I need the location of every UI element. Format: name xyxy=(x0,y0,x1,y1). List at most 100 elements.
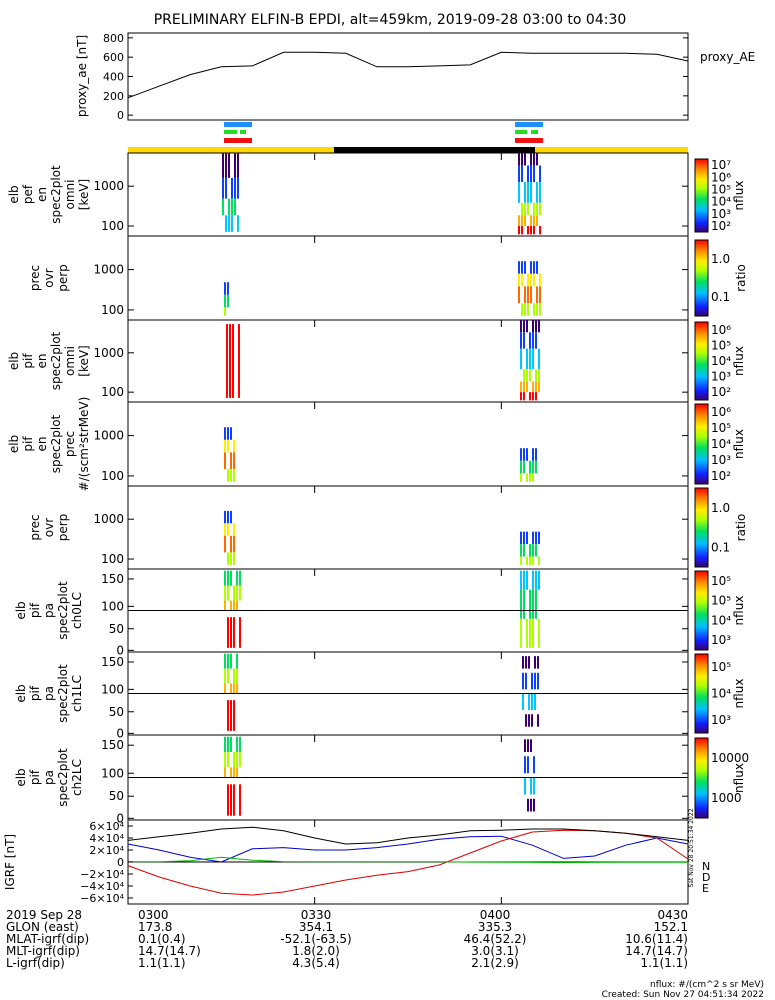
colorbar-tick: 10⁵ xyxy=(711,182,731,196)
panel-ylabel: omni xyxy=(63,346,77,376)
spectrogram-cell xyxy=(538,348,540,370)
spectrogram-cell xyxy=(539,182,541,203)
panel-ytick: 0 xyxy=(116,811,124,825)
colorbar-tick: 10⁴ xyxy=(711,613,731,627)
spectrogram-cell xyxy=(230,552,232,565)
spectrogram-cell xyxy=(520,460,522,474)
spectrogram-cell xyxy=(532,618,534,648)
spectrogram-cell xyxy=(230,570,232,586)
colorbar-tick: 1.0 xyxy=(711,501,730,515)
spectrogram-cell xyxy=(537,714,539,727)
spectrogram-cell xyxy=(537,672,539,690)
spectrogram-cell xyxy=(530,739,532,752)
colorbar-tick: 10⁵ xyxy=(711,421,731,435)
spectrogram-cell xyxy=(227,700,229,731)
side-timestamp: Sat Nov 28 20:51:34 2022 xyxy=(688,808,695,887)
panel-ylabel: pif xyxy=(28,685,42,701)
spectrogram-cell xyxy=(533,777,535,795)
spectrogram-cell xyxy=(518,261,520,274)
panel-ylabel: spec2plot xyxy=(49,165,63,224)
spectrogram-cell xyxy=(530,182,532,203)
panel-ylabel: elb xyxy=(7,435,21,453)
panel-ylabel: elb xyxy=(14,684,28,702)
colorbar-label: nflux xyxy=(732,181,746,211)
spectrogram-cell xyxy=(532,320,534,333)
spectrogram-cell xyxy=(532,589,534,619)
spectrogram-cell xyxy=(538,618,540,648)
spectrogram-cell xyxy=(226,324,228,398)
panel-ylabel: elb xyxy=(7,352,21,370)
spectrogram-cell xyxy=(227,523,229,536)
spectrogram-cell xyxy=(529,460,531,474)
spectrogram-cell xyxy=(530,286,532,304)
spectrogram-cell xyxy=(233,469,235,482)
spectrogram-cell xyxy=(526,473,528,482)
spectrogram-cell xyxy=(520,392,522,401)
zone-bar-green-2a xyxy=(515,130,527,134)
spectrogram-cell xyxy=(529,332,531,349)
panel-ylabel: pa xyxy=(42,686,56,701)
spectrogram-cell xyxy=(525,714,527,727)
igrf-ytick: 6×10⁴ xyxy=(89,820,124,833)
spectrogram-cell xyxy=(521,226,523,235)
panel-ylabel: ovr xyxy=(42,518,56,537)
footer-label: MLAT-igrf(dip) xyxy=(6,932,89,946)
spectrogram-cell xyxy=(532,332,534,349)
spectrogram-cell xyxy=(533,756,535,774)
panel-ytick: 100 xyxy=(101,469,124,483)
spectrogram-cell xyxy=(233,535,235,553)
spectrogram-cell xyxy=(526,381,528,393)
spectrogram-cell xyxy=(532,392,534,401)
spectrogram-cell xyxy=(224,600,226,611)
panel-ylabel: prec xyxy=(63,431,77,457)
spectrogram-cell xyxy=(227,427,229,440)
spectrogram-cell xyxy=(532,556,534,565)
igrf-legend-n: N xyxy=(702,860,710,873)
spectrogram-cell xyxy=(535,570,537,590)
igrf-ytick: −4×10⁴ xyxy=(80,880,124,893)
colorbar xyxy=(694,321,709,401)
colorbar xyxy=(694,570,709,651)
colorbar-tick: 10⁴ xyxy=(711,354,731,368)
spectrogram-cell xyxy=(538,570,540,590)
spectrogram-cell xyxy=(530,165,532,183)
spectrogram-cell xyxy=(236,767,238,778)
spectrogram-cell xyxy=(230,535,232,553)
spectrogram-cell xyxy=(536,261,538,274)
spectrogram-cell xyxy=(522,693,524,711)
proxy-ae-ytick: 600 xyxy=(103,51,124,64)
footer-value: 1.1(1.1) xyxy=(640,956,688,970)
colorbar-tick: 10⁵ xyxy=(711,660,731,674)
spectrogram-cell xyxy=(230,617,232,648)
spectrogram-cell xyxy=(524,261,526,274)
spectrogram-cell xyxy=(539,273,541,287)
spectrogram-cell xyxy=(523,369,525,382)
spectrogram-cell xyxy=(535,332,537,349)
spectrogram-cell xyxy=(230,736,232,752)
spectrogram-cell xyxy=(239,736,241,752)
spectrogram-cell xyxy=(227,617,229,648)
spectrogram-cell xyxy=(520,570,522,590)
colorbar-tick: 10⁵ xyxy=(711,574,731,588)
spectrogram-cell xyxy=(521,165,523,183)
spectrogram-cell xyxy=(224,585,226,601)
igrf-line-E xyxy=(127,856,689,864)
spectrogram-cell xyxy=(233,600,235,611)
spectrogram-cell xyxy=(230,784,232,816)
spectrogram-cell xyxy=(526,531,528,545)
spectrogram-cell xyxy=(233,617,235,648)
igrf-ytick: 4×10⁴ xyxy=(89,832,124,845)
spectrogram-cell xyxy=(518,226,520,235)
spectrogram-cell xyxy=(535,381,537,393)
spectrogram-cell xyxy=(533,261,535,274)
spectrogram-cell xyxy=(538,531,540,545)
spectrogram-cell xyxy=(527,165,529,183)
colorbar-tick: 10² xyxy=(711,385,731,399)
panel-ytick: 50 xyxy=(109,789,124,803)
night-bar xyxy=(334,147,535,153)
proxy-ae-panel: 800 600 400 200 0 proxy_ae [nT] proxy_AE xyxy=(75,32,755,122)
spectrogram-cell xyxy=(523,544,525,557)
spectrogram-cell xyxy=(236,736,238,752)
